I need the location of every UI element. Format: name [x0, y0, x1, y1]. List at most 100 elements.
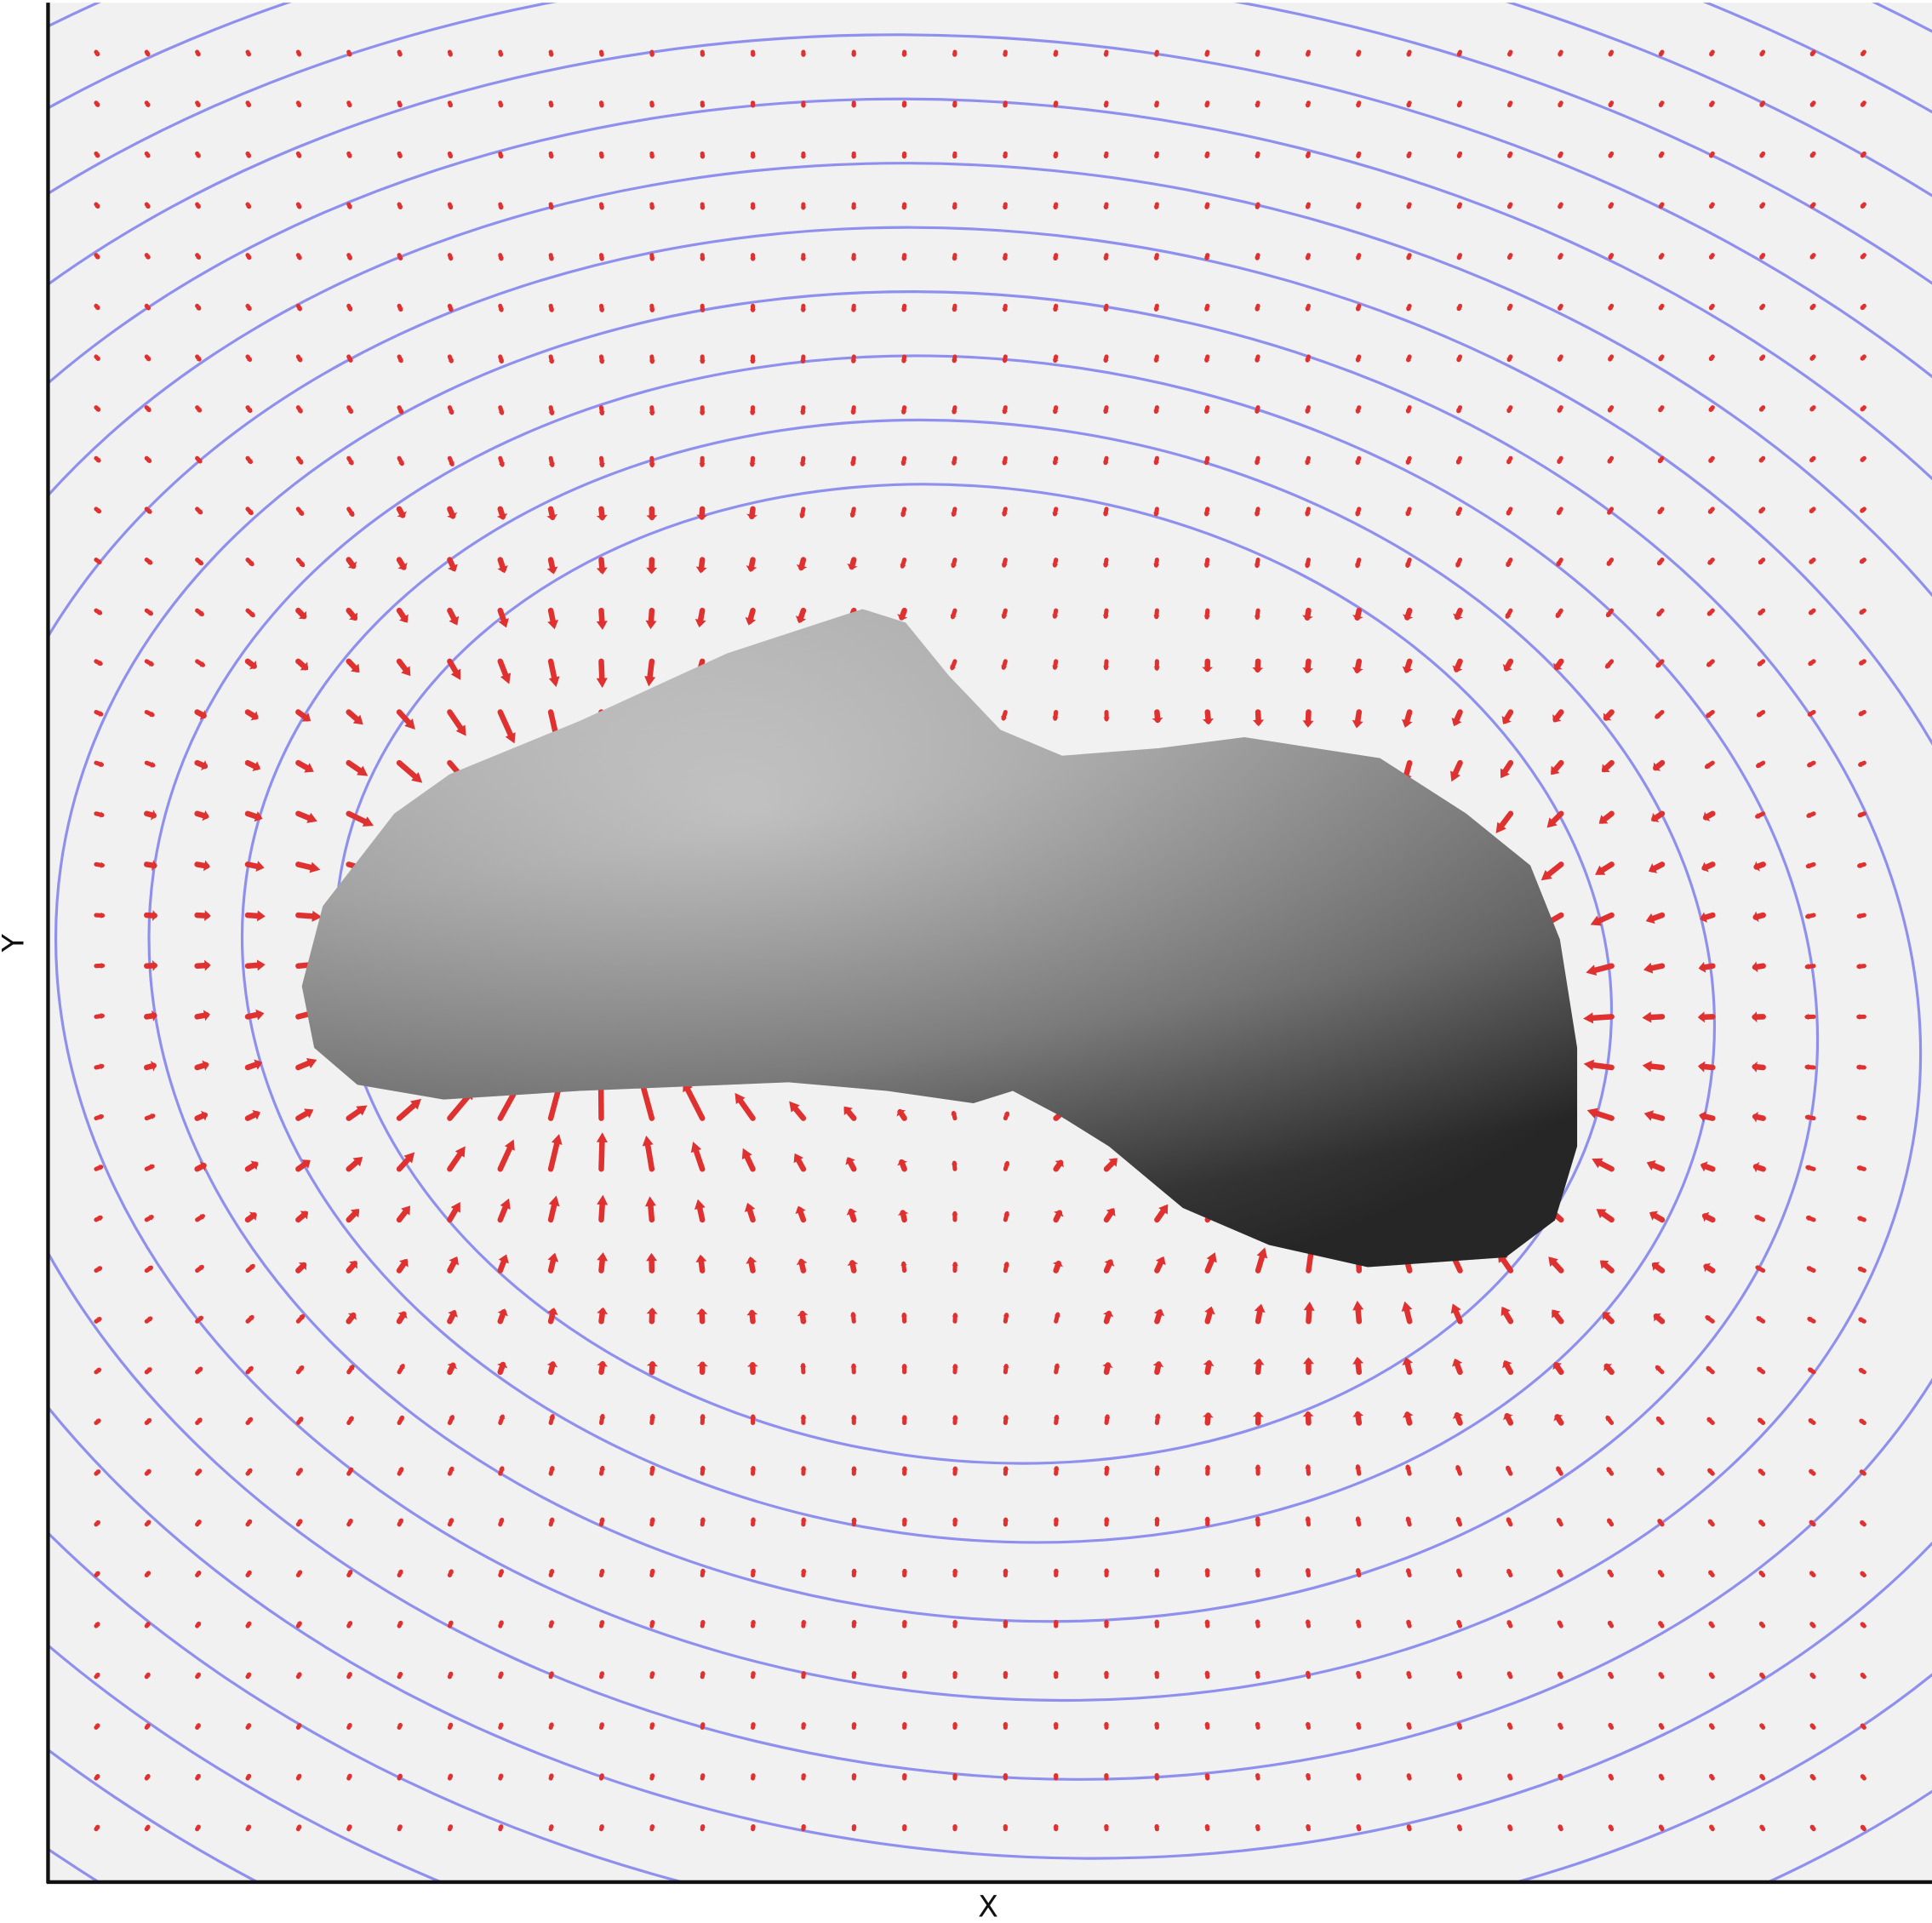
field-arrow	[447, 1415, 455, 1426]
arrow-head	[1152, 717, 1163, 724]
field-arrow	[1254, 354, 1260, 363]
field-arrow	[1860, 49, 1866, 57]
arrow-head	[1557, 459, 1563, 463]
field-arrow	[1753, 861, 1766, 872]
field-arrow	[1202, 1412, 1214, 1426]
arrow-head	[548, 359, 555, 363]
field-arrow	[396, 1152, 415, 1172]
arrow-head	[699, 411, 706, 415]
field-arrow	[1002, 1772, 1009, 1781]
field-arrow	[144, 1622, 151, 1628]
arrow-head	[1206, 1252, 1217, 1263]
field-arrow	[1583, 1012, 1615, 1024]
field-arrow	[1707, 1519, 1715, 1527]
arrow-head	[1809, 1418, 1814, 1424]
arrow-head	[1590, 915, 1602, 926]
arrow-head	[1203, 564, 1210, 568]
arrow-head	[1203, 1359, 1215, 1366]
arrow-head	[598, 308, 605, 312]
arrow-head	[900, 54, 908, 56]
field-arrow	[1555, 608, 1563, 618]
arrow-head	[849, 461, 856, 466]
field-arrow	[598, 354, 605, 364]
field-arrow	[295, 507, 305, 517]
arrow-head	[1756, 1316, 1762, 1322]
field-arrow	[1355, 151, 1362, 158]
field-arrow	[1708, 1773, 1715, 1781]
field-arrow	[1658, 1621, 1665, 1628]
arrow-head	[399, 1364, 405, 1370]
arrow-head	[548, 308, 555, 312]
arrow-head	[1103, 1465, 1111, 1470]
arrow-head	[450, 1202, 460, 1213]
arrow-head	[1405, 1671, 1412, 1675]
field-arrow	[1650, 810, 1666, 822]
arrow-head	[1102, 307, 1109, 311]
arrow-head	[800, 1825, 807, 1828]
arrow-head	[1708, 306, 1714, 310]
field-arrow	[94, 1113, 104, 1121]
field-arrow	[699, 49, 706, 57]
field-arrow	[1304, 405, 1311, 414]
field-arrow	[1456, 49, 1463, 57]
field-arrow	[447, 49, 454, 57]
arrow-head	[1506, 103, 1513, 106]
field-arrow	[546, 1308, 558, 1325]
field-arrow	[1809, 1571, 1816, 1577]
arrow-head	[741, 1148, 752, 1159]
arrow-head	[548, 155, 555, 158]
arrow-head	[1557, 1570, 1563, 1574]
field-arrow	[1759, 1773, 1766, 1781]
arrow-head	[1807, 1266, 1812, 1272]
field-arrow	[1556, 1466, 1563, 1476]
field-arrow	[498, 1569, 505, 1577]
field-arrow	[497, 607, 509, 628]
field-arrow	[295, 455, 304, 465]
arrow-head	[145, 1724, 151, 1728]
arrow-head	[951, 512, 957, 517]
field-arrow	[396, 1311, 408, 1325]
field-arrow	[800, 1619, 807, 1628]
arrow-head	[447, 512, 458, 519]
field-arrow	[1305, 1619, 1312, 1628]
field-arrow	[1708, 1723, 1715, 1730]
field-arrow	[346, 1672, 353, 1680]
arrow-head	[1756, 762, 1761, 768]
arrow-head	[1053, 1774, 1060, 1777]
field-arrow	[850, 1466, 858, 1476]
field-arrow	[1001, 608, 1008, 619]
field-arrow	[397, 100, 403, 108]
arrow-head	[1557, 204, 1563, 208]
field-arrow	[245, 1824, 252, 1832]
arrow-head	[449, 1256, 460, 1266]
arrow-head	[548, 1621, 555, 1624]
field-arrow	[195, 1214, 205, 1222]
field-arrow	[800, 49, 807, 57]
field-arrow	[1255, 1670, 1261, 1680]
field-arrow	[1301, 607, 1313, 621]
field-arrow	[1355, 100, 1362, 108]
arrow-head	[1153, 307, 1160, 311]
field-arrow	[1506, 558, 1513, 568]
arrow-head	[398, 1416, 404, 1421]
arrow-head	[1001, 563, 1008, 568]
arrow-head	[1861, 1774, 1866, 1779]
arrow-head	[1455, 409, 1462, 413]
field-arrow	[548, 100, 555, 108]
arrow-head	[548, 206, 555, 209]
arrow-head	[1455, 1620, 1462, 1624]
field-arrow	[346, 1570, 353, 1577]
arrow-head	[850, 1518, 858, 1521]
field-arrow	[397, 405, 404, 415]
field-arrow	[850, 405, 857, 415]
field-arrow	[1456, 202, 1463, 209]
arrow-head	[598, 53, 605, 56]
field-arrow	[1152, 709, 1163, 724]
field-arrow	[699, 354, 706, 364]
arrow-head	[1752, 1111, 1758, 1123]
field-arrow	[1203, 100, 1210, 108]
arrow-head	[1506, 154, 1513, 157]
field-arrow	[1352, 658, 1363, 674]
field-arrow	[295, 1672, 302, 1680]
field-arrow	[1053, 1517, 1060, 1527]
